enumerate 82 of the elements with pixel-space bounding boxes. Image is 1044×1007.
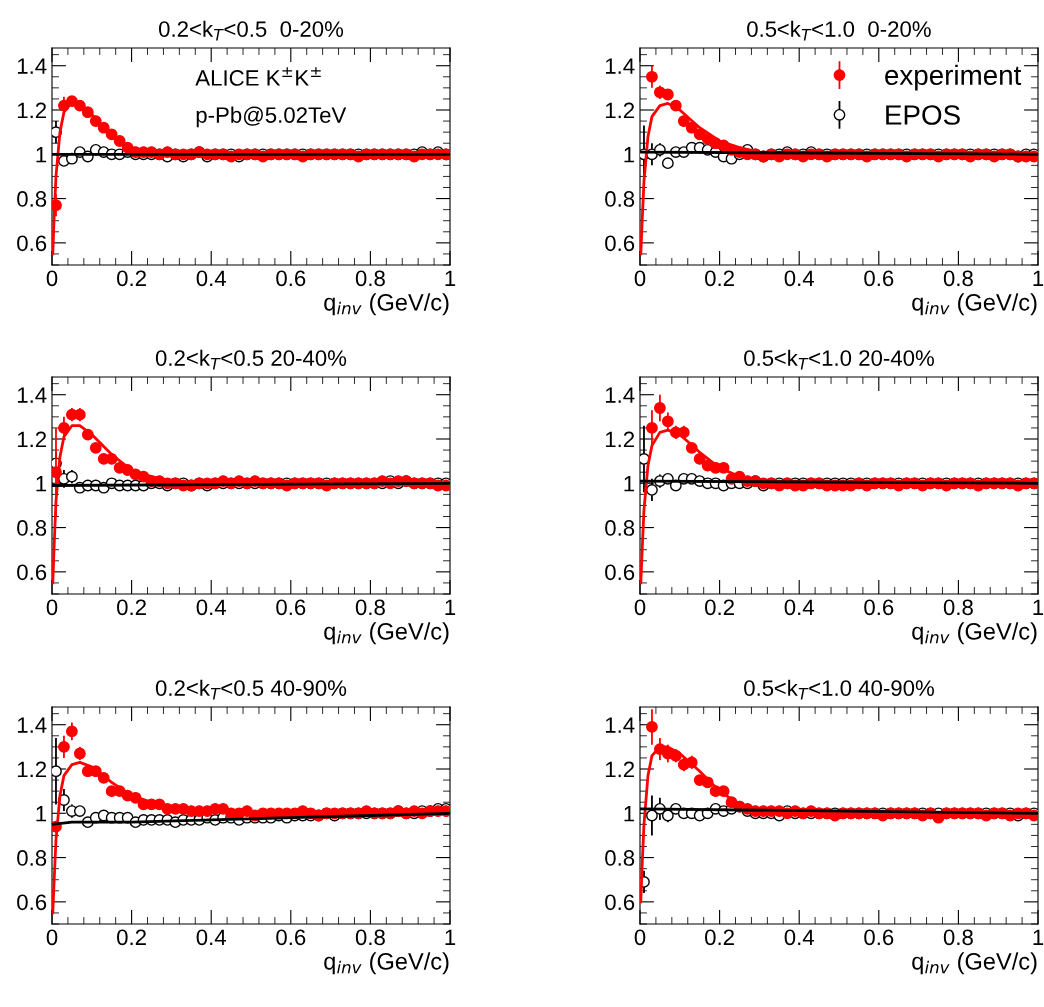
y-tick-label: 1 <box>36 476 47 492</box>
y-tick-label: 0.6 <box>605 564 635 581</box>
y-tick-label: 1.2 <box>605 102 635 119</box>
y-tick-label: 1.4 <box>17 717 47 733</box>
x-tick-label: 0.2 <box>117 929 146 946</box>
x-axis-title: q$_{inv}$ (GeV/c) <box>324 622 449 645</box>
x-tick-label: 0.6 <box>864 599 894 616</box>
x-axis-title: q$_{inv}$ (GeV/c) <box>912 293 1037 316</box>
x-tick-label: 1 <box>445 929 456 945</box>
x-tick-label: 0.4 <box>196 270 226 287</box>
y-tick-label: 0.6 <box>17 894 47 911</box>
x-tick-label: 0 <box>634 599 646 616</box>
y-tick-label: 1.2 <box>605 431 635 448</box>
y-tick-label: 0.8 <box>17 850 47 866</box>
y-tick-label: 0.8 <box>605 191 635 207</box>
x-tick-label: 0.4 <box>784 929 814 946</box>
y-tick-label: 0.6 <box>17 235 47 252</box>
chart-title: 0.5<k$_{T}$<1.0 20-40% <box>744 349 934 370</box>
x-tick-label: 0.6 <box>864 929 894 946</box>
x-tick-label: 0.4 <box>784 599 814 616</box>
y-tick-label: 1.2 <box>17 761 47 778</box>
y-tick-label: 1.4 <box>17 387 47 403</box>
x-tick-label: 0 <box>46 929 58 946</box>
x-tick-label: 1 <box>1033 270 1044 286</box>
y-tick-label: 0.8 <box>605 850 635 866</box>
x-tick-label: 0.6 <box>276 270 306 287</box>
x-axis-title: q$_{inv}$ (GeV/c) <box>912 952 1037 975</box>
annotation: ALICE K$^{±}$K$^{±}$ <box>195 67 321 86</box>
y-tick-label: 1.2 <box>605 761 635 778</box>
x-tick-label: 0 <box>634 270 646 287</box>
legend-label: experiment <box>885 64 1022 91</box>
x-tick-label: 0.6 <box>864 270 894 287</box>
y-tick-label: 1.4 <box>605 58 635 74</box>
x-tick-label: 0.2 <box>705 599 734 616</box>
y-tick-label: 0.8 <box>605 520 635 536</box>
y-tick-label: 1.4 <box>605 717 635 733</box>
x-tick-label: 0.4 <box>196 599 226 616</box>
x-tick-label: 0.8 <box>355 599 385 616</box>
y-tick-label: 0.8 <box>17 520 47 536</box>
x-tick-label: 0.4 <box>784 270 814 287</box>
x-tick-label: 0.8 <box>943 599 973 616</box>
y-tick-label: 1.4 <box>605 387 635 403</box>
x-tick-label: 1 <box>445 599 456 615</box>
x-tick-label: 0 <box>46 270 58 287</box>
y-tick-label: 1 <box>624 147 635 163</box>
x-tick-label: 0.8 <box>355 929 385 946</box>
y-tick-label: 1 <box>36 806 47 822</box>
chart-title: 0.5<k$_{T}$<1.0 40-90% <box>744 679 934 700</box>
legend-label: EPOS <box>886 105 960 125</box>
y-tick-label: 0.8 <box>17 191 47 207</box>
x-axis-title: q$_{inv}$ (GeV/c) <box>912 622 1037 645</box>
chart-title: 0.2<k$_{T}$<0.5 0-20% <box>158 20 344 41</box>
x-tick-label: 0 <box>634 929 646 946</box>
x-tick-label: 0.8 <box>943 929 973 946</box>
y-tick-label: 1 <box>624 476 635 492</box>
x-tick-label: 0 <box>46 599 58 616</box>
x-tick-label: 0.8 <box>355 270 385 287</box>
x-tick-label: 0.6 <box>276 599 306 616</box>
y-tick-label: 1.2 <box>17 102 47 119</box>
x-tick-label: 0.2 <box>705 929 734 946</box>
x-tick-label: 1 <box>445 270 456 286</box>
y-tick-label: 0.6 <box>605 894 635 911</box>
x-axis-title: q$_{inv}$ (GeV/c) <box>324 952 449 975</box>
x-tick-label: 1 <box>1033 599 1044 615</box>
annotation: p-Pb@5.02TeV <box>196 106 347 128</box>
chart-title: 0.5<k$_{T}$<1.0 0-20% <box>747 20 931 41</box>
x-tick-label: 0.8 <box>943 270 973 287</box>
x-tick-label: 0.6 <box>276 929 306 946</box>
x-tick-label: 0.2 <box>117 270 146 287</box>
y-tick-label: 1.2 <box>17 431 47 448</box>
y-tick-label: 1 <box>36 147 47 163</box>
y-tick-label: 1.4 <box>17 58 47 74</box>
chart-title: 0.2<k$_{T}$<0.5 40-90% <box>155 679 347 700</box>
x-axis-title: q$_{inv}$ (GeV/c) <box>324 293 449 316</box>
y-tick-label: 1 <box>624 806 635 822</box>
chart-title: 0.2<k$_{T}$<0.5 20-40% <box>155 349 347 370</box>
x-tick-label: 1 <box>1033 929 1044 945</box>
y-tick-label: 0.6 <box>605 235 635 252</box>
y-tick-label: 0.6 <box>17 564 47 581</box>
x-tick-label: 0.2 <box>117 599 146 616</box>
x-tick-label: 0.2 <box>705 270 734 287</box>
x-tick-label: 0.4 <box>196 929 226 946</box>
